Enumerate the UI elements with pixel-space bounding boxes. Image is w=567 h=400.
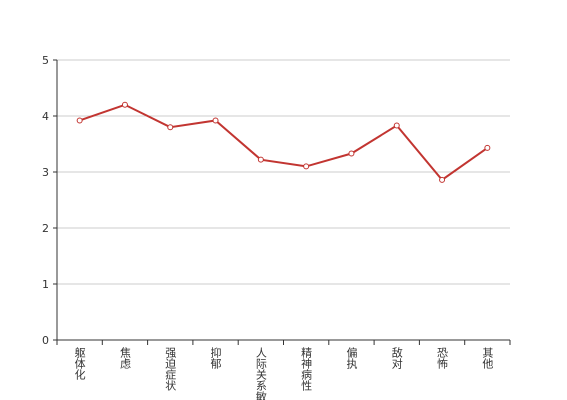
y-tick-label: 5 [42, 54, 49, 67]
point [303, 163, 310, 170]
x-tick-label: 恐怖 [436, 347, 449, 369]
y-tick-label: 2 [42, 222, 49, 235]
point [348, 150, 355, 157]
x-tick-label: 焦虑 [118, 347, 131, 369]
point [76, 117, 83, 124]
point [257, 156, 264, 163]
x-tick-label: 强迫症状 [164, 347, 177, 391]
point [439, 176, 446, 183]
y-tick-label: 0 [42, 334, 49, 347]
point [484, 144, 491, 151]
y-tick-label: 4 [42, 110, 49, 123]
point [212, 117, 219, 124]
line [79, 103, 488, 182]
point [393, 122, 400, 129]
x-tick-label: 敌对 [390, 346, 403, 369]
x-tick-label: 偏执 [345, 346, 358, 370]
x-tick-label: 其他 [481, 347, 494, 369]
y-tick-label: 3 [42, 166, 49, 179]
x-tick-label: 精神病性 [300, 347, 313, 392]
point [121, 101, 128, 108]
y-tick-label: 1 [42, 278, 49, 291]
x-tick-label: 躯体化 [73, 347, 86, 381]
point [167, 124, 174, 131]
x-tick-label: 抑郁 [209, 346, 222, 369]
x-tick-label: 人际关系敏感 [254, 347, 267, 400]
